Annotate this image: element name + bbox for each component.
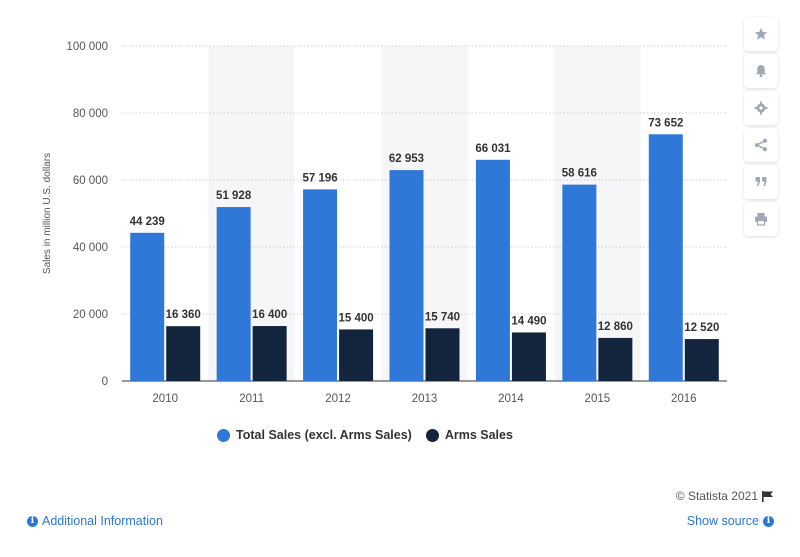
share-button[interactable] bbox=[744, 128, 778, 162]
x-tick-label: 2013 bbox=[412, 393, 438, 405]
data-label: 15 740 bbox=[425, 311, 460, 323]
data-label: 16 360 bbox=[166, 309, 201, 321]
x-tick-label: 2014 bbox=[498, 393, 524, 405]
bar-total-sales bbox=[648, 134, 683, 381]
data-label: 14 490 bbox=[511, 315, 546, 327]
legend: Total Sales (excl. Arms Sales) Arms Sale… bbox=[0, 428, 730, 442]
data-label: 62 953 bbox=[389, 153, 424, 165]
data-label: 51 928 bbox=[216, 190, 252, 202]
copyright: © Statista 2021 bbox=[676, 489, 774, 503]
data-label: 57 196 bbox=[302, 172, 337, 184]
additional-information-label: Additional Information bbox=[42, 514, 163, 528]
chart: 0 20 000 40 000 60 000 80 000 100 000 Sales in… bbox=[42, 41, 727, 405]
bar-arms-sales bbox=[339, 329, 374, 381]
bar-total-sales bbox=[130, 232, 165, 381]
print-icon bbox=[755, 213, 767, 226]
bell-button[interactable] bbox=[744, 54, 778, 88]
data-label: 44 239 bbox=[130, 216, 165, 228]
bar-total-sales bbox=[562, 184, 597, 381]
bar-arms-sales bbox=[425, 328, 460, 381]
quote-button[interactable] bbox=[744, 165, 778, 199]
y-tick-label: 80 000 bbox=[73, 108, 108, 120]
x-tick-label: 2011 bbox=[239, 393, 264, 405]
bar-arms-sales bbox=[252, 326, 287, 381]
bar-arms-sales bbox=[598, 337, 633, 381]
y-tick-label: 60 000 bbox=[73, 175, 108, 187]
y-tick-label: 100 000 bbox=[66, 41, 108, 53]
legend-item-total[interactable]: Total Sales (excl. Arms Sales) bbox=[217, 428, 412, 442]
bar-total-sales bbox=[216, 207, 251, 381]
legend-swatch-total bbox=[217, 428, 231, 442]
info-icon: i bbox=[27, 515, 38, 527]
data-label: 12 860 bbox=[598, 321, 633, 333]
bar-arms-sales bbox=[166, 326, 201, 381]
star-icon bbox=[754, 27, 768, 40]
y-tick-label: 0 bbox=[102, 376, 108, 388]
legend-swatch-arms bbox=[425, 428, 439, 442]
gear-icon bbox=[754, 101, 768, 115]
show-source-link[interactable]: Show source i bbox=[687, 514, 774, 528]
legend-label-arms: Arms Sales bbox=[444, 428, 513, 442]
x-tick-label: 2015 bbox=[585, 393, 611, 405]
data-label: 58 616 bbox=[562, 168, 597, 180]
bell-icon bbox=[755, 65, 767, 78]
bar-arms-sales bbox=[684, 339, 719, 381]
info-icon: i bbox=[763, 515, 774, 527]
data-label: 15 400 bbox=[338, 312, 373, 324]
x-tick-label: 2016 bbox=[671, 393, 697, 405]
gear-button[interactable] bbox=[744, 91, 778, 125]
copyright-text: © Statista 2021 bbox=[675, 489, 758, 503]
data-label: 16 400 bbox=[252, 309, 287, 321]
data-label: 12 520 bbox=[684, 322, 719, 334]
bar-total-sales bbox=[303, 189, 338, 381]
quote-icon bbox=[755, 177, 767, 186]
y-axis-title: Sales in million U.S. dollars bbox=[42, 153, 53, 274]
bar-total-sales bbox=[475, 159, 510, 381]
y-tick-label: 40 000 bbox=[73, 242, 108, 254]
bar-total-sales bbox=[389, 170, 424, 381]
show-source-label: Show source bbox=[686, 514, 759, 528]
y-tick-label: 20 000 bbox=[73, 309, 108, 321]
legend-label-total: Total Sales (excl. Arms Sales) bbox=[236, 428, 412, 442]
legend-item-arms[interactable]: Arms Sales bbox=[425, 428, 513, 442]
additional-information-link[interactable]: i Additional Information bbox=[27, 514, 163, 528]
x-tick-label: 2012 bbox=[325, 393, 351, 405]
data-label: 66 031 bbox=[475, 143, 511, 155]
flag-icon bbox=[762, 490, 773, 502]
star-button[interactable] bbox=[744, 17, 778, 51]
x-tick-label: 2010 bbox=[152, 393, 178, 405]
print-button[interactable] bbox=[744, 202, 778, 236]
share-icon bbox=[755, 138, 767, 152]
data-label: 73 652 bbox=[648, 117, 683, 129]
toolbar bbox=[744, 17, 782, 236]
bar-arms-sales bbox=[511, 332, 546, 381]
